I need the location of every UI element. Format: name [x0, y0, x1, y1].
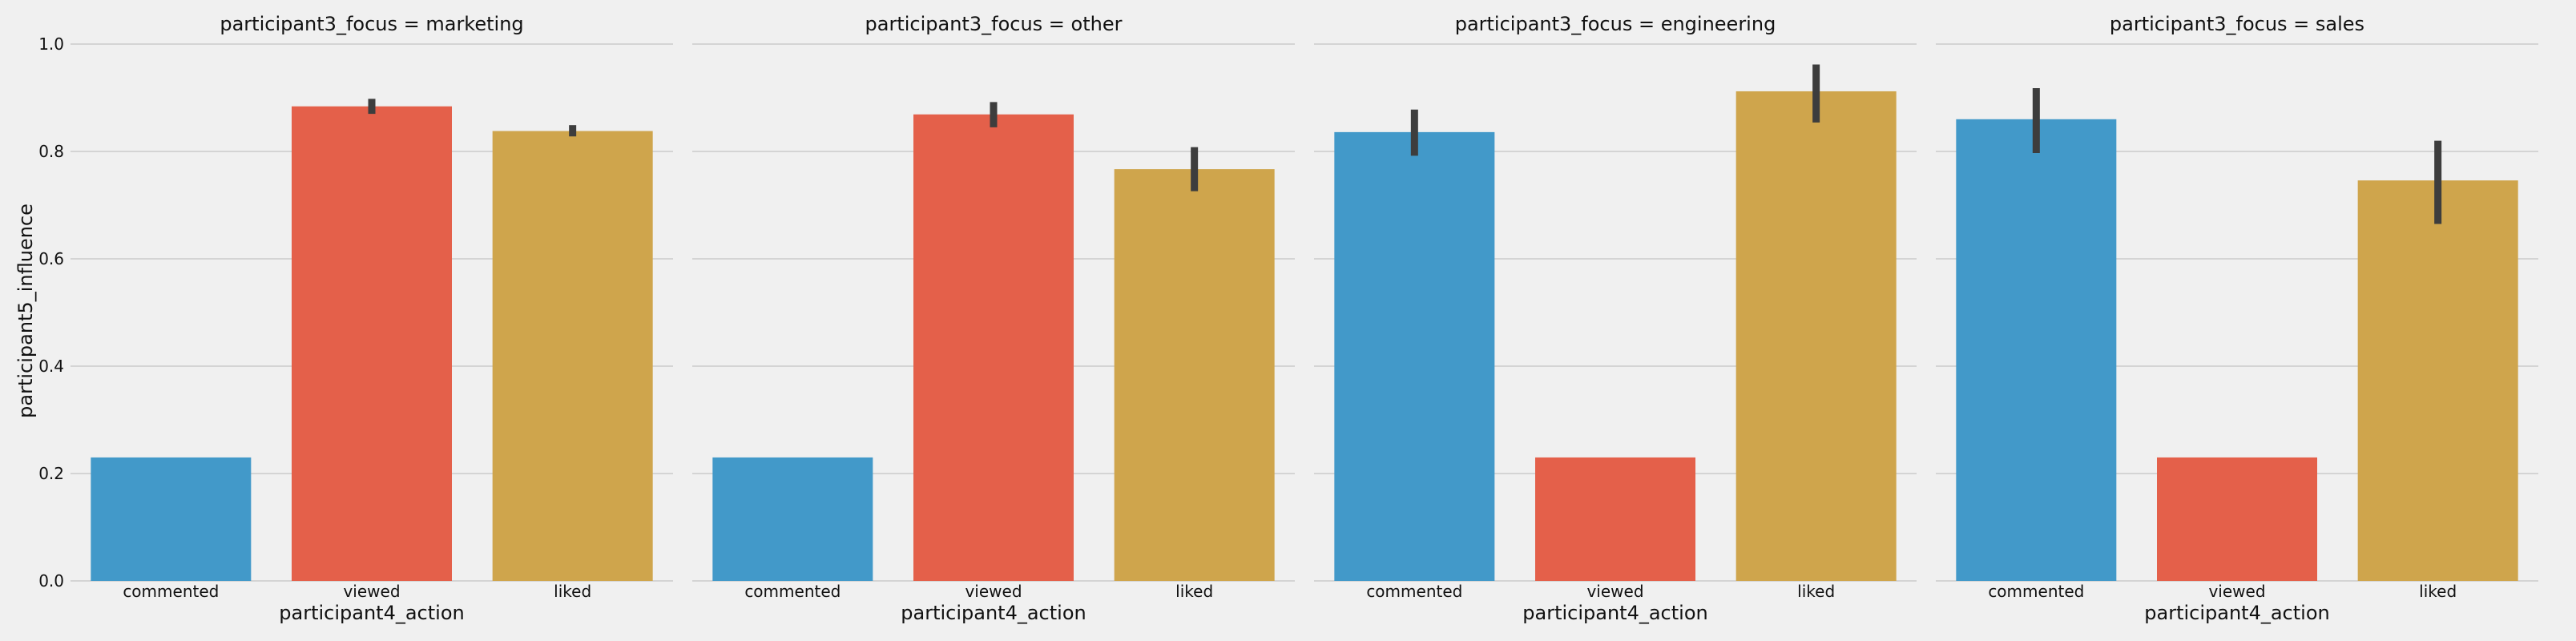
bar-liked — [2357, 180, 2518, 581]
facet-title: participant3_focus = engineering — [1455, 13, 1776, 35]
x-tick-label: viewed — [343, 582, 400, 601]
x-tick-label: liked — [2419, 582, 2457, 601]
x-axis-label: participant4_action — [2144, 602, 2329, 624]
x-tick-label: viewed — [1586, 582, 1643, 601]
facet-title: participant3_focus = marketing — [220, 13, 523, 35]
x-axis-label: participant4_action — [279, 602, 464, 624]
bar-commented — [1956, 119, 2117, 582]
facet-panel-2: participant3_focus = other commented viewe… — [692, 13, 1295, 624]
bar-liked — [492, 131, 653, 582]
y-axis-label: participant5_influence — [14, 204, 37, 418]
x-tick-label: commented — [744, 582, 841, 601]
x-axis-label: participant4_action — [901, 602, 1086, 624]
y-tick-label: 0.8 — [38, 142, 64, 161]
facet-title: participant3_focus = other — [865, 13, 1123, 35]
facet-title: participant3_focus = sales — [2110, 13, 2364, 35]
bar-liked — [1735, 91, 1897, 581]
bar-viewed — [913, 114, 1074, 581]
bar-liked — [1114, 169, 1275, 582]
x-tick-label: viewed — [965, 582, 1022, 601]
x-tick-label: liked — [1175, 582, 1213, 601]
x-tick-label: commented — [123, 582, 219, 601]
y-tick-label: 1.0 — [38, 34, 64, 54]
y-tick-label: 0.0 — [38, 571, 64, 591]
x-tick-label: commented — [1988, 582, 2084, 601]
bar-commented — [712, 457, 873, 581]
facet-panel-4: participant3_focus = sales commented viewe… — [1936, 13, 2538, 624]
bar-viewed — [2157, 457, 2317, 581]
y-tick-label: 0.6 — [38, 249, 64, 268]
bar-viewed — [1535, 457, 1695, 581]
bar-commented — [1334, 131, 1495, 581]
facet-panel-3: participant3_focus = engineering commente… — [1314, 13, 1917, 624]
x-tick-label: commented — [1366, 582, 1462, 601]
x-tick-label: liked — [554, 582, 591, 601]
y-tick-label: 0.2 — [38, 464, 64, 483]
bar-commented — [91, 457, 252, 581]
y-tick-label: 0.4 — [38, 357, 64, 376]
x-tick-label: viewed — [2208, 582, 2265, 601]
x-tick-label: liked — [1797, 582, 1835, 601]
x-axis-label: participant4_action — [1522, 602, 1707, 624]
facet-panels: 0.0 0.2 0.4 0.6 0.8 1.0 participant3_focus = m… — [38, 13, 2538, 624]
bar-viewed — [292, 106, 452, 582]
facet-panel-1: 0.0 0.2 0.4 0.6 0.8 1.0 participant3_focus = m… — [38, 13, 673, 624]
